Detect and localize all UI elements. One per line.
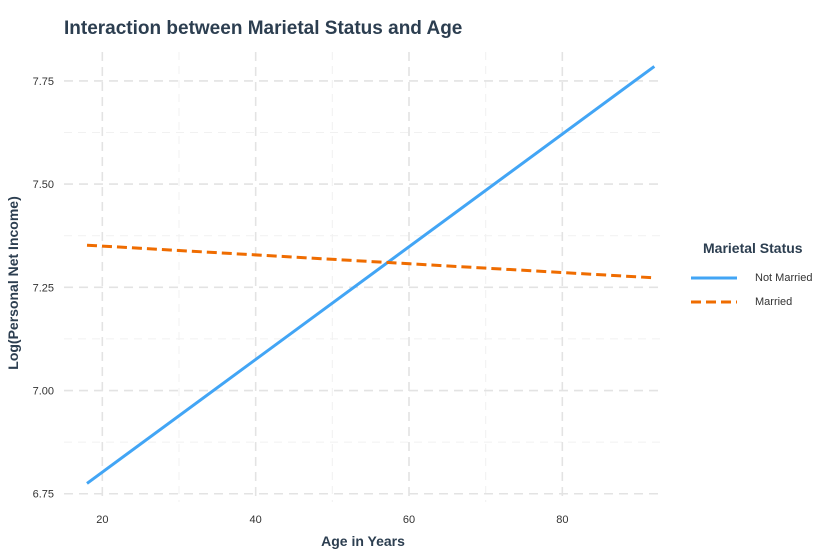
legend-title: Marietal Status [703, 240, 803, 256]
grid-lines [64, 52, 662, 502]
y-tick-label: 7.25 [33, 282, 54, 294]
x-tick-label: 80 [556, 514, 568, 526]
legend-label-not-married: Not Married [755, 272, 813, 284]
x-tick-label: 20 [96, 514, 108, 526]
legend-item-married: Married [688, 290, 828, 314]
y-tick-label: 6.75 [33, 489, 54, 501]
legend-label-married: Married [755, 296, 793, 308]
series-lines [86, 65, 656, 485]
x-tick-label: 40 [250, 514, 262, 526]
x-axis-label: Age in Years [321, 533, 405, 549]
legend-item-not-married: Not Married [688, 266, 828, 290]
tick-labels: 20 40 60 80 6.75 7.00 7.25 7.50 7.75 [33, 76, 569, 526]
y-tick-label: 7.50 [33, 179, 54, 191]
chart-title: Interaction between Marietal Status and … [64, 18, 463, 39]
y-axis-label: Log(Personal Net Income) [5, 196, 21, 370]
legend-key-married [691, 300, 737, 304]
series-line-not-married [86, 65, 656, 485]
y-tick-label: 7.75 [33, 76, 54, 88]
legend-key-not-married [691, 276, 737, 280]
y-tick-label: 7.00 [33, 386, 54, 398]
x-tick-label: 60 [403, 514, 415, 526]
legend: Marietal Status Not Married Married [688, 240, 828, 314]
series-line-married [86, 243, 655, 280]
